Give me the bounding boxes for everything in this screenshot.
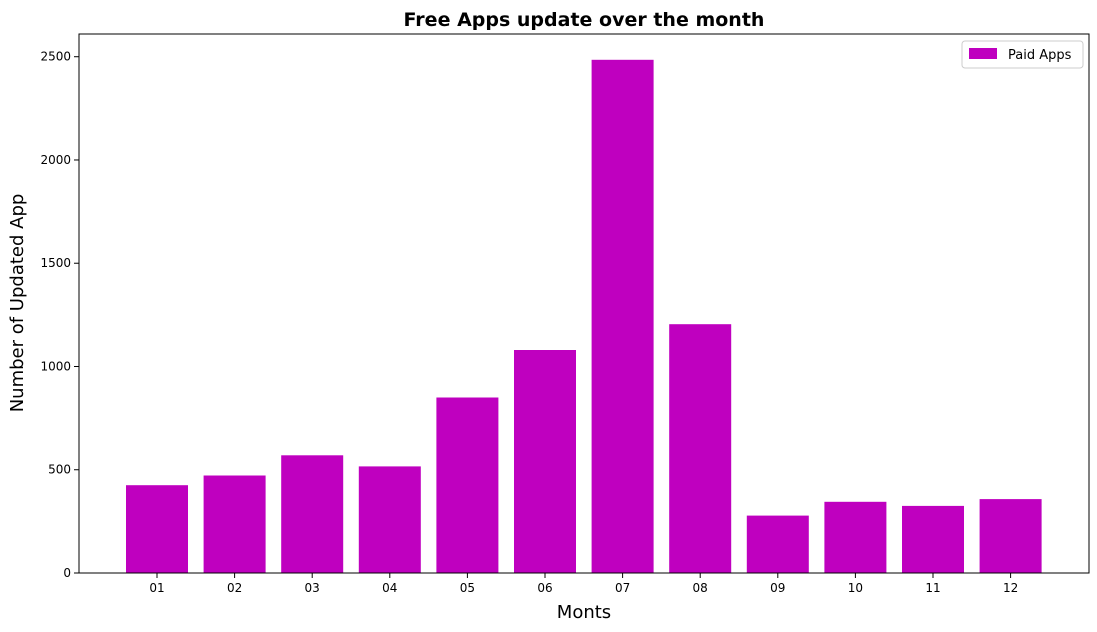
bar-11 bbox=[902, 505, 964, 573]
x-tick-label: 10 bbox=[848, 581, 863, 595]
x-tick-label: 11 bbox=[925, 581, 940, 595]
x-tick-label: 05 bbox=[460, 581, 475, 595]
bar-07 bbox=[591, 59, 654, 574]
y-tick-label: 2500 bbox=[40, 50, 71, 64]
bar-09 bbox=[746, 515, 809, 573]
y-tick-label: 1500 bbox=[40, 256, 71, 270]
bar-06 bbox=[514, 350, 576, 573]
bar-10 bbox=[824, 501, 887, 573]
y-axis-label: Number of Updated App bbox=[7, 194, 28, 413]
legend-label: Paid Apps bbox=[1008, 48, 1072, 63]
x-tick-label: 04 bbox=[382, 581, 397, 595]
bar-03 bbox=[281, 455, 344, 573]
bar-02 bbox=[203, 475, 266, 573]
legend-frame bbox=[961, 40, 1084, 69]
y-tick-label: 2000 bbox=[40, 153, 71, 167]
x-tick-label: 12 bbox=[1003, 581, 1018, 595]
bar-05 bbox=[436, 397, 499, 573]
x-tick-label: 01 bbox=[149, 581, 164, 595]
y-tick-label: 0 bbox=[63, 566, 71, 580]
x-tick-label: 08 bbox=[693, 581, 708, 595]
bars-group bbox=[126, 59, 1042, 574]
plot-frame bbox=[78, 33, 1090, 574]
x-tick-label: 09 bbox=[770, 581, 785, 595]
y-tick-label: 500 bbox=[48, 463, 71, 477]
legend-swatch bbox=[969, 48, 997, 59]
x-axis-label: Monts bbox=[557, 602, 611, 623]
x-tick-label: 03 bbox=[305, 581, 320, 595]
x-tick-label: 07 bbox=[615, 581, 630, 595]
chart-title: Free Apps update over the month bbox=[404, 9, 765, 31]
legend: Paid Apps bbox=[961, 40, 1084, 69]
x-tick-label: 02 bbox=[227, 581, 242, 595]
x-axis-ticks: 01 02 03 04 05 06 07 08 09 10 11 12 bbox=[149, 573, 1018, 595]
bar-08 bbox=[669, 324, 732, 573]
bar-04 bbox=[358, 466, 421, 573]
bar-01 bbox=[126, 485, 188, 573]
x-tick-label: 06 bbox=[537, 581, 552, 595]
y-tick-label: 1000 bbox=[40, 359, 71, 373]
bar-12 bbox=[979, 499, 1042, 573]
y-axis-ticks: 0 500 1000 1500 2000 2500 bbox=[40, 50, 79, 580]
